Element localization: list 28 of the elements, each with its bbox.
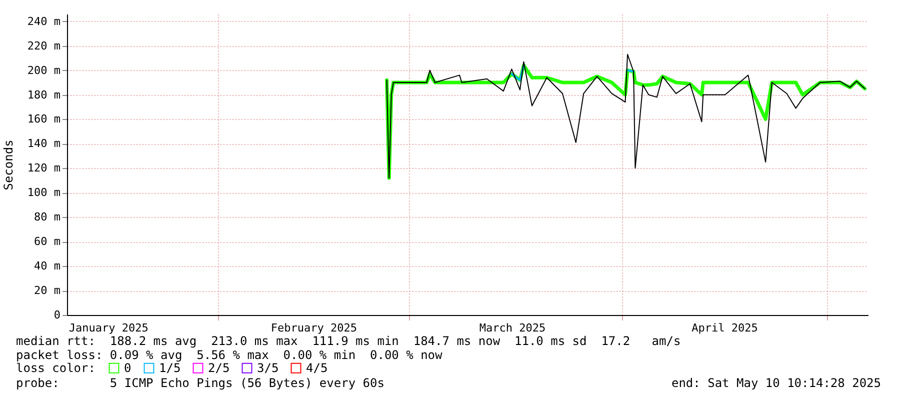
legend-label: 4/5 bbox=[306, 361, 328, 376]
y-tick-label: 20 m bbox=[34, 284, 61, 298]
y-tick-label: 0 bbox=[54, 308, 60, 322]
x-tick-label: January 2025 bbox=[68, 322, 148, 334]
y-tick-label: 40 m bbox=[34, 260, 61, 273]
y-tick-label: 200 m bbox=[27, 64, 61, 77]
y-tick-label: 180 m bbox=[27, 88, 61, 102]
y-axis-title: Seconds bbox=[1, 140, 16, 190]
x-tick-label: February 2025 bbox=[270, 322, 358, 334]
y-tick-label: 160 m bbox=[27, 112, 61, 126]
y-tick-label: 80 m bbox=[34, 210, 61, 224]
text: median rtt: 188.2 ms avg 213.0 ms max 111.9 ms min 184.7 ms now 11.0 ms sd 17.2 am/s bbox=[16, 334, 681, 348]
legend-label: 2/5 bbox=[208, 361, 230, 376]
y-tick-label: 140 m bbox=[27, 137, 61, 150]
x-tick-label: March 2025 bbox=[479, 322, 546, 334]
text: end: Sat May 10 10:14:28 2025 bbox=[671, 376, 881, 390]
y-tick-label: 240 m bbox=[27, 14, 61, 28]
text: packet loss: 0.09 % avg 5.56 % max 0.00 % min 0.00 % now bbox=[16, 348, 444, 362]
y-tick-label: 100 m bbox=[27, 186, 61, 200]
x-tick-label: April 2025 bbox=[692, 322, 758, 334]
y-tick-label: 220 m bbox=[27, 39, 61, 52]
legend-label: 1/5 bbox=[159, 361, 181, 376]
y-tick-label: 120 m bbox=[27, 162, 61, 175]
text: probe: 5 ICMP Echo Pings (56 Bytes) every 60s bbox=[16, 376, 384, 390]
legend-title: loss color: bbox=[16, 361, 96, 375]
legend-label: 3/5 bbox=[257, 361, 279, 376]
legend-label: 0 bbox=[124, 361, 132, 376]
y-tick-label: 60 m bbox=[34, 235, 61, 248]
